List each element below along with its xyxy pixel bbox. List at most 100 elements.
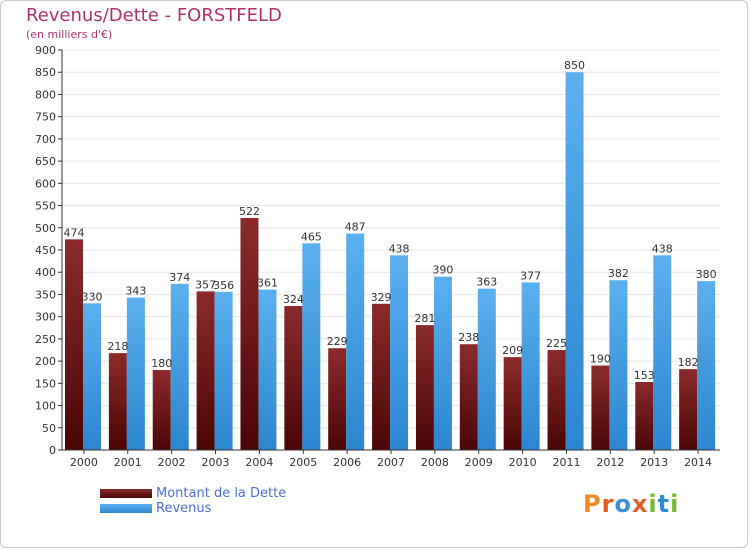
data-label-dette: 281 xyxy=(414,312,435,325)
y-tick-label: 400 xyxy=(35,266,56,279)
legend-swatch-dette xyxy=(100,489,152,498)
data-label-dette: 238 xyxy=(458,331,479,344)
bar-dette xyxy=(503,357,522,450)
data-label-revenus: 363 xyxy=(476,276,497,289)
data-label-revenus: 374 xyxy=(169,271,190,284)
x-tick-label: 2006 xyxy=(333,456,361,469)
data-label-revenus: 487 xyxy=(345,221,366,234)
bar-revenus xyxy=(258,289,277,450)
legend-swatch-revenus xyxy=(100,504,152,513)
y-tick-label: 700 xyxy=(35,133,56,146)
bar-dette xyxy=(591,365,610,450)
bar-revenus xyxy=(390,255,409,450)
bar-dette xyxy=(415,325,434,450)
bar-revenus xyxy=(565,72,584,450)
y-tick-label: 50 xyxy=(42,422,56,435)
x-tick-label: 2002 xyxy=(158,456,186,469)
data-label-dette: 153 xyxy=(634,369,655,382)
y-tick-label: 650 xyxy=(35,155,56,168)
y-tick-label: 500 xyxy=(35,222,56,235)
data-label-dette: 474 xyxy=(64,226,85,239)
data-label-dette: 522 xyxy=(239,205,260,218)
x-tick-label: 2008 xyxy=(421,456,449,469)
bar-revenus xyxy=(477,288,496,450)
x-tick-label: 2005 xyxy=(289,456,317,469)
logo-letter: t xyxy=(657,490,671,518)
data-label-revenus: 343 xyxy=(125,285,146,298)
data-label-dette: 180 xyxy=(151,357,172,370)
data-label-revenus: 330 xyxy=(82,290,103,303)
y-tick-label: 250 xyxy=(35,333,56,346)
x-tick-label: 2004 xyxy=(245,456,273,469)
bar-dette xyxy=(547,350,566,450)
bar-dette xyxy=(196,291,215,450)
bar-revenus xyxy=(609,280,628,450)
bar-dette xyxy=(372,303,391,450)
bar-dette xyxy=(328,348,347,450)
y-tick-label: 300 xyxy=(35,311,56,324)
bar-dette xyxy=(284,306,303,450)
data-label-dette: 182 xyxy=(678,356,699,369)
bar-dette xyxy=(152,370,171,450)
x-tick-label: 2012 xyxy=(596,456,624,469)
bar-revenus xyxy=(83,303,101,450)
logo-letter: P xyxy=(583,490,602,518)
x-tick-label: 2007 xyxy=(377,456,405,469)
legend-label-revenus: Revenus xyxy=(156,501,212,516)
y-tick-label: 850 xyxy=(35,66,56,79)
x-tick-label: 2009 xyxy=(465,456,493,469)
x-tick-label: 2014 xyxy=(684,456,712,469)
y-tick-label: 100 xyxy=(35,400,56,413)
y-tick-label: 150 xyxy=(35,377,56,390)
data-label-revenus: 465 xyxy=(301,230,322,243)
y-tick-label: 450 xyxy=(35,244,56,257)
y-tick-label: 750 xyxy=(35,111,56,124)
bar-dette xyxy=(635,382,654,450)
bar-revenus xyxy=(170,283,189,450)
logo-letter: r xyxy=(601,490,615,518)
data-label-revenus: 377 xyxy=(520,269,541,282)
data-label-dette: 229 xyxy=(327,335,348,348)
y-tick-label: 550 xyxy=(35,200,56,213)
x-tick-label: 2003 xyxy=(202,456,230,469)
y-tick-label: 600 xyxy=(35,177,56,190)
bar-revenus xyxy=(697,281,716,450)
logo-letter: o xyxy=(614,490,632,518)
bar-revenus xyxy=(214,291,233,450)
bar-revenus xyxy=(126,297,145,450)
logo-letter: i xyxy=(670,490,680,518)
proxiti-logo: Proxiti xyxy=(583,490,679,518)
x-tick-label: 2013 xyxy=(640,456,668,469)
bar-dette xyxy=(240,218,259,450)
data-label-revenus: 380 xyxy=(696,268,717,281)
y-tick-label: 350 xyxy=(35,288,56,301)
data-label-dette: 225 xyxy=(546,337,567,350)
data-label-revenus: 382 xyxy=(608,267,629,280)
data-label-dette: 357 xyxy=(195,278,216,291)
bar-dette xyxy=(65,239,83,450)
bar-revenus xyxy=(346,233,365,450)
data-label-revenus: 438 xyxy=(389,242,410,255)
data-label-dette: 209 xyxy=(502,344,523,357)
data-label-revenus: 438 xyxy=(652,242,673,255)
legend-label-dette: Montant de la Dette xyxy=(156,486,287,501)
logo-letter: i xyxy=(648,490,658,518)
x-tick-label: 2011 xyxy=(552,456,580,469)
bar-revenus xyxy=(302,243,321,450)
bar-dette xyxy=(679,369,698,450)
x-tick-label: 2001 xyxy=(114,456,142,469)
data-label-revenus: 356 xyxy=(213,279,234,292)
data-label-dette: 324 xyxy=(283,293,304,306)
chart-subtitle: (en milliers d'€) xyxy=(26,28,113,41)
bar-revenus xyxy=(653,255,672,450)
bar-revenus xyxy=(433,276,452,450)
chart-title: Revenus/Dette - FORSTFELD xyxy=(26,5,282,26)
x-tick-label: 2000 xyxy=(70,456,98,469)
bar-dette xyxy=(108,353,127,450)
bar-dette xyxy=(459,344,478,450)
data-label-revenus: 850 xyxy=(564,59,585,72)
data-label-dette: 218 xyxy=(107,340,128,353)
y-tick-label: 0 xyxy=(49,444,56,457)
